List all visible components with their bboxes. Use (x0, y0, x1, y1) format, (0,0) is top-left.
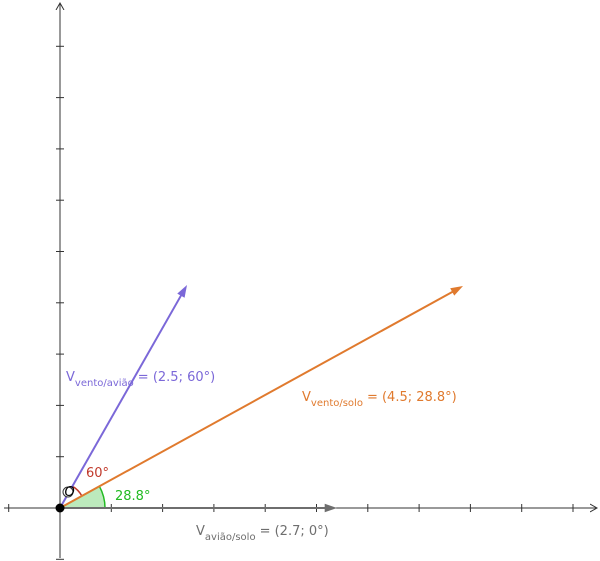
vectors (59, 285, 463, 513)
vector-head (450, 286, 463, 296)
vector-name: V (66, 370, 75, 385)
angle-label: 60° (86, 466, 109, 481)
vector-value: = (4.5; 28.8°) (367, 390, 457, 405)
vector-name: V (302, 390, 311, 405)
point-label: O (65, 485, 75, 500)
vector-subscript: avião/solo (205, 532, 256, 543)
vector-head (177, 285, 187, 298)
vector-subscript: vento/avião (75, 378, 134, 389)
point-ring (62, 486, 74, 498)
vector-label: Vvento/solo = (4.5; 28.8°) (302, 390, 457, 409)
vector-line (59, 289, 455, 509)
vector-label: Vavião/solo = (2.7; 0°) (196, 524, 329, 543)
vector-name: V (196, 524, 205, 539)
vector-line (59, 293, 183, 509)
vector-label: Vvento/avião = (2.5; 60°) (66, 370, 215, 389)
vector-head (324, 503, 337, 513)
vector-subscript: vento/solo (311, 398, 363, 409)
ticks (8, 45, 574, 560)
angle-label: 28.8° (115, 489, 150, 504)
vector-value: = (2.5; 60°) (138, 370, 215, 385)
origin-point (55, 503, 65, 513)
vector-value: = (2.7; 0°) (260, 524, 329, 539)
